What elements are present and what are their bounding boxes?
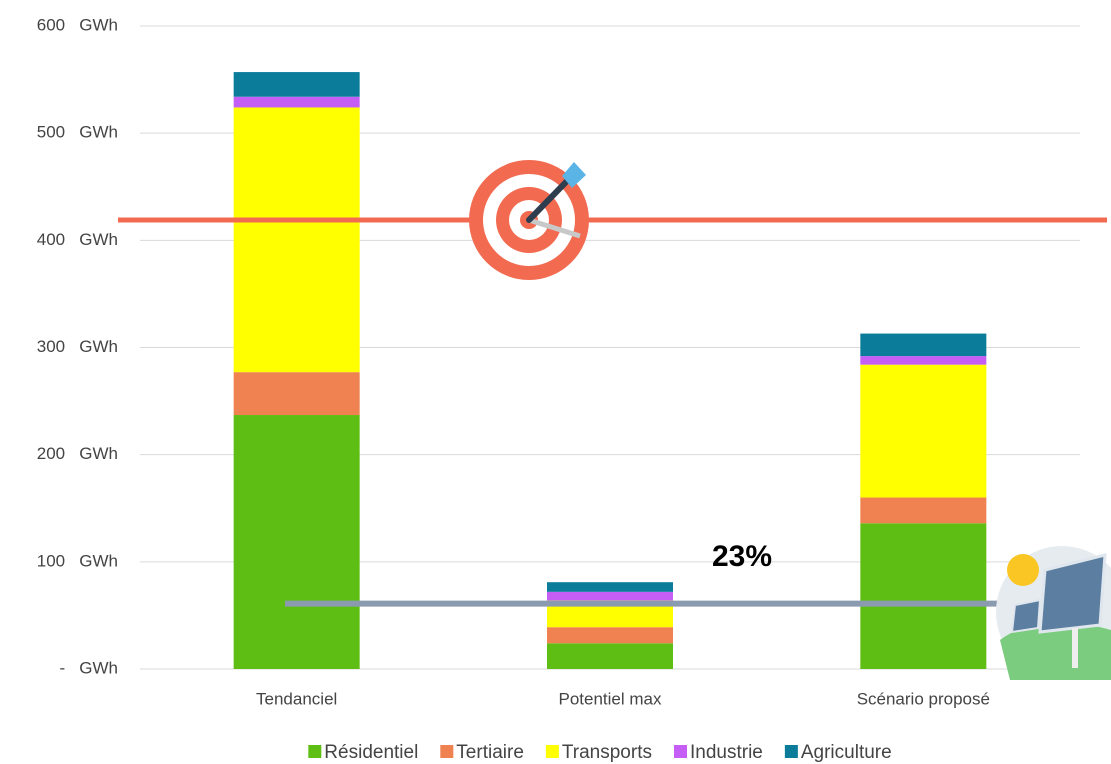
- legend-label: Industrie: [690, 742, 763, 763]
- legend: Résidentiel Tertiaire Transports Industrie A…: [308, 742, 892, 763]
- target-icon: [469, 160, 589, 280]
- legend-item: Industrie: [673, 742, 763, 763]
- y-tick-label: 600 GWh: [37, 15, 118, 34]
- legend-swatch: [673, 745, 687, 758]
- legend-item: Résidentiel: [308, 742, 418, 763]
- legend-label: Transports: [562, 742, 652, 763]
- legend-swatch: [440, 745, 454, 758]
- x-tick-label: Scénario proposé: [857, 689, 990, 708]
- legend-swatch: [784, 745, 798, 758]
- annotation: 23%: [712, 540, 772, 573]
- legend-swatch: [308, 745, 322, 758]
- bar-segment: [547, 582, 673, 592]
- legend-item: Transports: [545, 742, 652, 763]
- bar-segment: [233, 415, 360, 669]
- x-tick-label: Potentiel max: [559, 689, 662, 708]
- bar-segment: [233, 107, 360, 373]
- y-tick-label: 300 GWh: [37, 337, 118, 356]
- bar-segment: [860, 364, 987, 498]
- y-tick-label: 400 GWh: [37, 230, 118, 249]
- bar-segment: [860, 523, 987, 669]
- bar-segment: [547, 643, 673, 669]
- y-tick-label: 200 GWh: [37, 444, 118, 463]
- legend-label: Résidentiel: [324, 742, 418, 763]
- y-tick-label: - GWh: [59, 658, 118, 677]
- reference-lines: [118, 217, 1107, 607]
- bar-segment: [547, 591, 673, 601]
- legend-item: Agriculture: [784, 742, 892, 763]
- x-tick-label: Tendanciel: [256, 689, 337, 708]
- legend-item: Tertiaire: [440, 742, 524, 763]
- bar-segment: [233, 96, 360, 108]
- bar-segment: [233, 372, 360, 416]
- bar-segment: [860, 497, 987, 524]
- bar-segment: [860, 356, 987, 365]
- solar-icon: [996, 546, 1111, 680]
- bar-segment: [233, 72, 360, 97]
- bar-segment: [547, 627, 673, 644]
- bars: [233, 72, 987, 669]
- y-tick-label: 100 GWh: [37, 551, 118, 570]
- legend-label: Tertiaire: [456, 742, 524, 763]
- legend-label: Agriculture: [801, 742, 892, 763]
- bar-segment: [860, 333, 987, 357]
- y-tick-label: 500 GWh: [37, 123, 118, 142]
- legend-swatch: [545, 745, 559, 758]
